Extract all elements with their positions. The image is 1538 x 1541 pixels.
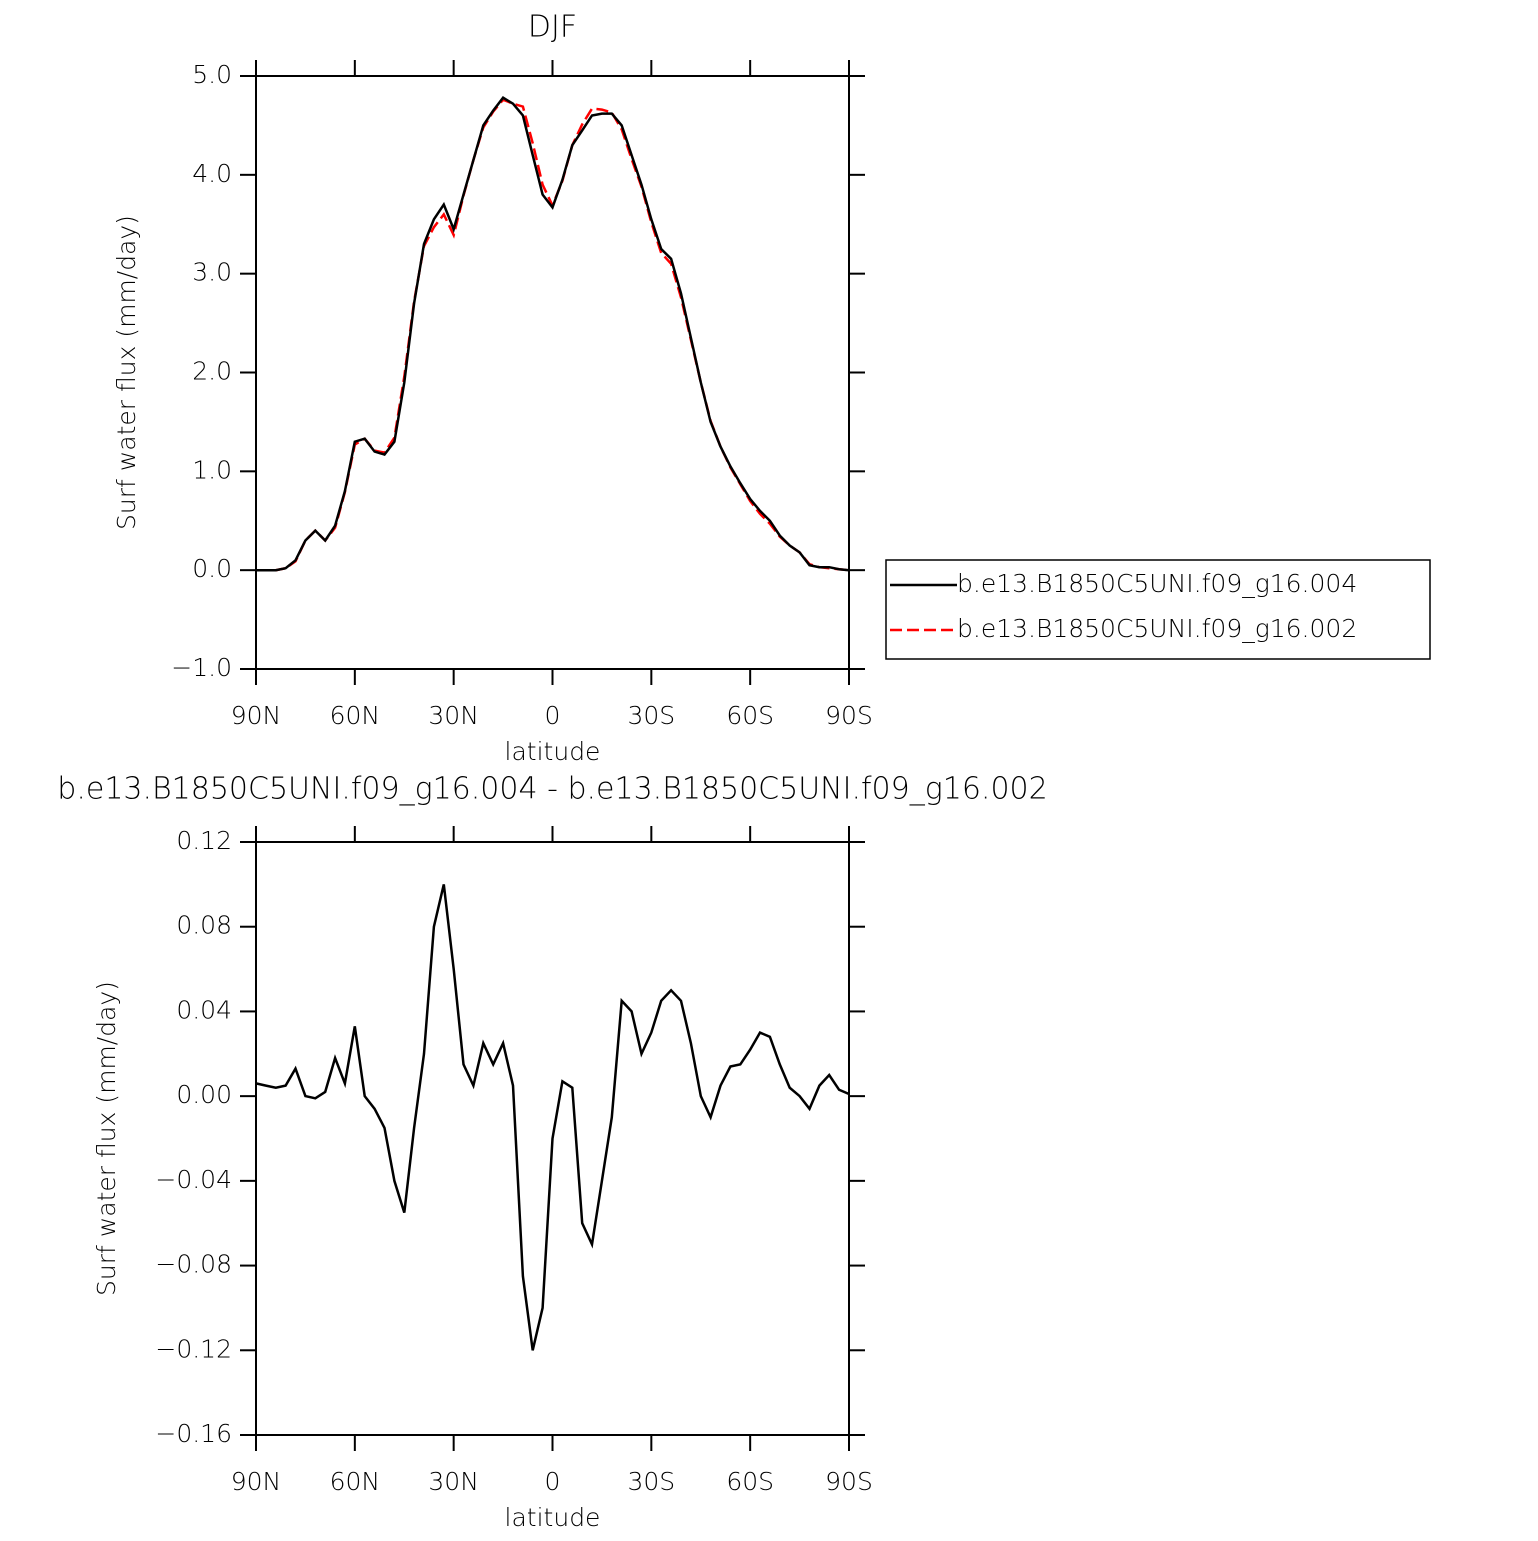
legend-label: b.e13.B1850C5UNI.f09_g16.002: [957, 614, 1357, 643]
y-tick-label: −0.04: [155, 1165, 232, 1194]
y-tick-label: −0.16: [155, 1419, 232, 1448]
x-tick-label: 60S: [726, 701, 774, 730]
chart-title: DJF: [528, 10, 577, 45]
y-tick-label: 3.0: [192, 258, 232, 287]
y-tick-label: 0.12: [176, 826, 232, 855]
chart-title: b.e13.B1850C5UNI.f09_g16.004 - b.e13.B18…: [57, 772, 1047, 807]
data-line: [255, 884, 850, 1351]
y-tick-label: 4.0: [192, 159, 232, 188]
x-tick-label: 90N: [231, 1467, 282, 1496]
y-tick-label: 0.04: [176, 995, 232, 1024]
data-line: [256, 96, 850, 572]
x-tick-label: 0: [545, 1467, 561, 1496]
x-tick-label: 30N: [428, 701, 479, 730]
x-tick-label: 30N: [428, 1467, 479, 1496]
data-line: [256, 98, 850, 572]
legend-label: b.e13.B1850C5UNI.f09_g16.004: [957, 569, 1357, 598]
x-tick-label: 60N: [330, 1467, 381, 1496]
y-tick-label: 0.00: [176, 1080, 232, 1109]
x-tick-label: 30S: [627, 701, 675, 730]
plot-frame: [255, 841, 850, 1436]
x-tick-label: 60N: [330, 701, 381, 730]
y-tick-label: 1.0: [192, 455, 232, 484]
y-axis-label: Surf water flux (mm/day): [92, 981, 121, 1296]
x-tick-label: 0: [545, 701, 561, 730]
x-tick-label: 90S: [825, 1467, 873, 1496]
y-tick-label: 0.0: [192, 554, 232, 583]
y-tick-label: −1.0: [171, 653, 232, 682]
x-tick-label: 30S: [627, 1467, 675, 1496]
y-tick-label: −0.12: [155, 1334, 232, 1363]
x-tick-label: 90N: [231, 701, 282, 730]
plot-frame: [255, 75, 850, 670]
y-tick-label: −0.08: [155, 1250, 232, 1279]
y-tick-label: 2.0: [192, 357, 232, 386]
y-axis-label: Surf water flux (mm/day): [112, 215, 141, 530]
y-tick-label: 5.0: [192, 60, 232, 89]
x-axis-label: latitude: [505, 1503, 601, 1532]
x-tick-label: 60S: [726, 1467, 774, 1496]
y-tick-label: 0.08: [176, 911, 232, 940]
x-tick-label: 90S: [825, 701, 873, 730]
legend-box: [885, 559, 1431, 660]
x-axis-label: latitude: [505, 737, 601, 766]
